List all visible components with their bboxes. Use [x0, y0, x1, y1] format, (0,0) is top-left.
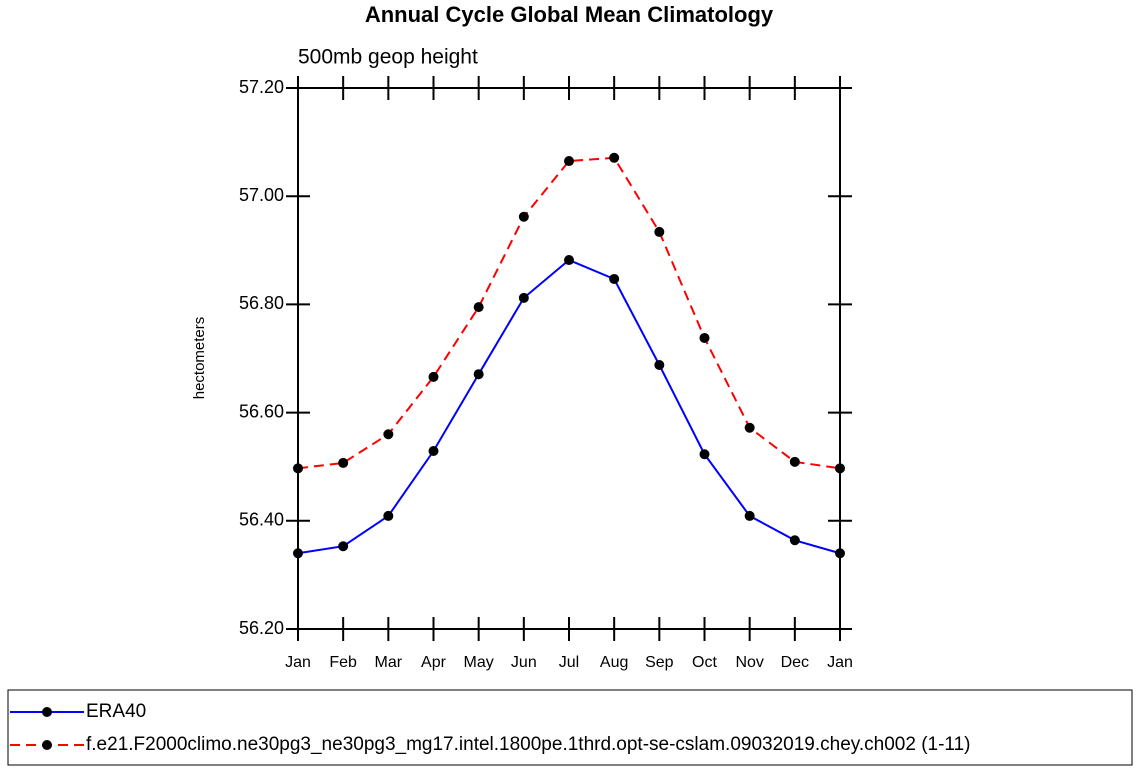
x-tick-label: Jan — [285, 654, 311, 671]
legend-label: ERA40 — [86, 701, 146, 722]
data-point — [835, 463, 845, 474]
data-point — [518, 211, 529, 222]
series-line — [297, 156, 841, 470]
legend-label: f.e21.F2000climo.ne30pg3_ne30pg3_mg17.in… — [86, 734, 970, 755]
data-point — [744, 510, 755, 521]
y-tick-label: 56.60 — [239, 401, 284, 421]
x-tick-label: Oct — [692, 654, 717, 671]
y-tick-label: 56.40 — [239, 510, 284, 530]
x-tick-label: Jul — [559, 654, 579, 671]
y-axis-label: hectometers — [191, 317, 208, 400]
legend-marker — [42, 740, 52, 750]
y-tick-label: 57.20 — [239, 77, 284, 97]
data-point — [564, 255, 574, 266]
chart-subtitle: 500mb geop height — [298, 46, 478, 69]
x-tick-label: Apr — [421, 654, 447, 671]
x-tick-label: May — [464, 654, 494, 671]
data-point — [293, 548, 303, 559]
data-point — [293, 463, 303, 474]
data-point — [338, 457, 349, 468]
data-point — [609, 273, 620, 284]
series-line — [297, 258, 841, 555]
x-tick-label: Dec — [781, 654, 809, 671]
data-point — [473, 302, 484, 313]
x-tick-label: Sep — [645, 654, 674, 671]
x-tick-label: Nov — [735, 654, 763, 671]
data-point — [744, 422, 755, 433]
x-tick-label: Jan — [827, 654, 853, 671]
chart-title: Annual Cycle Global Mean Climatology — [365, 2, 774, 27]
y-tick-label: 56.20 — [239, 618, 284, 638]
y-tick-label: 56.80 — [239, 293, 284, 313]
data-point — [699, 449, 710, 460]
data-point — [789, 456, 800, 467]
data-point — [338, 541, 349, 552]
data-point — [609, 152, 620, 163]
x-tick-label: Jun — [511, 654, 537, 671]
x-tick-label: Feb — [329, 654, 357, 671]
data-point — [654, 359, 665, 370]
data-point — [428, 371, 439, 382]
legend-box — [7, 689, 1133, 766]
data-point — [789, 535, 800, 546]
data-point — [428, 446, 439, 457]
legend-marker — [42, 707, 52, 717]
x-tick-label: Aug — [600, 654, 628, 671]
y-tick-label: 57.00 — [239, 185, 284, 205]
data-point — [699, 332, 710, 343]
data-point — [564, 156, 574, 167]
x-tick-label: Mar — [375, 654, 403, 671]
data-point — [654, 226, 665, 237]
data-point — [383, 429, 394, 440]
data-point — [835, 548, 845, 559]
data-point — [518, 292, 529, 303]
plot-frame — [297, 87, 841, 630]
data-point — [383, 510, 394, 521]
data-point — [473, 369, 484, 380]
